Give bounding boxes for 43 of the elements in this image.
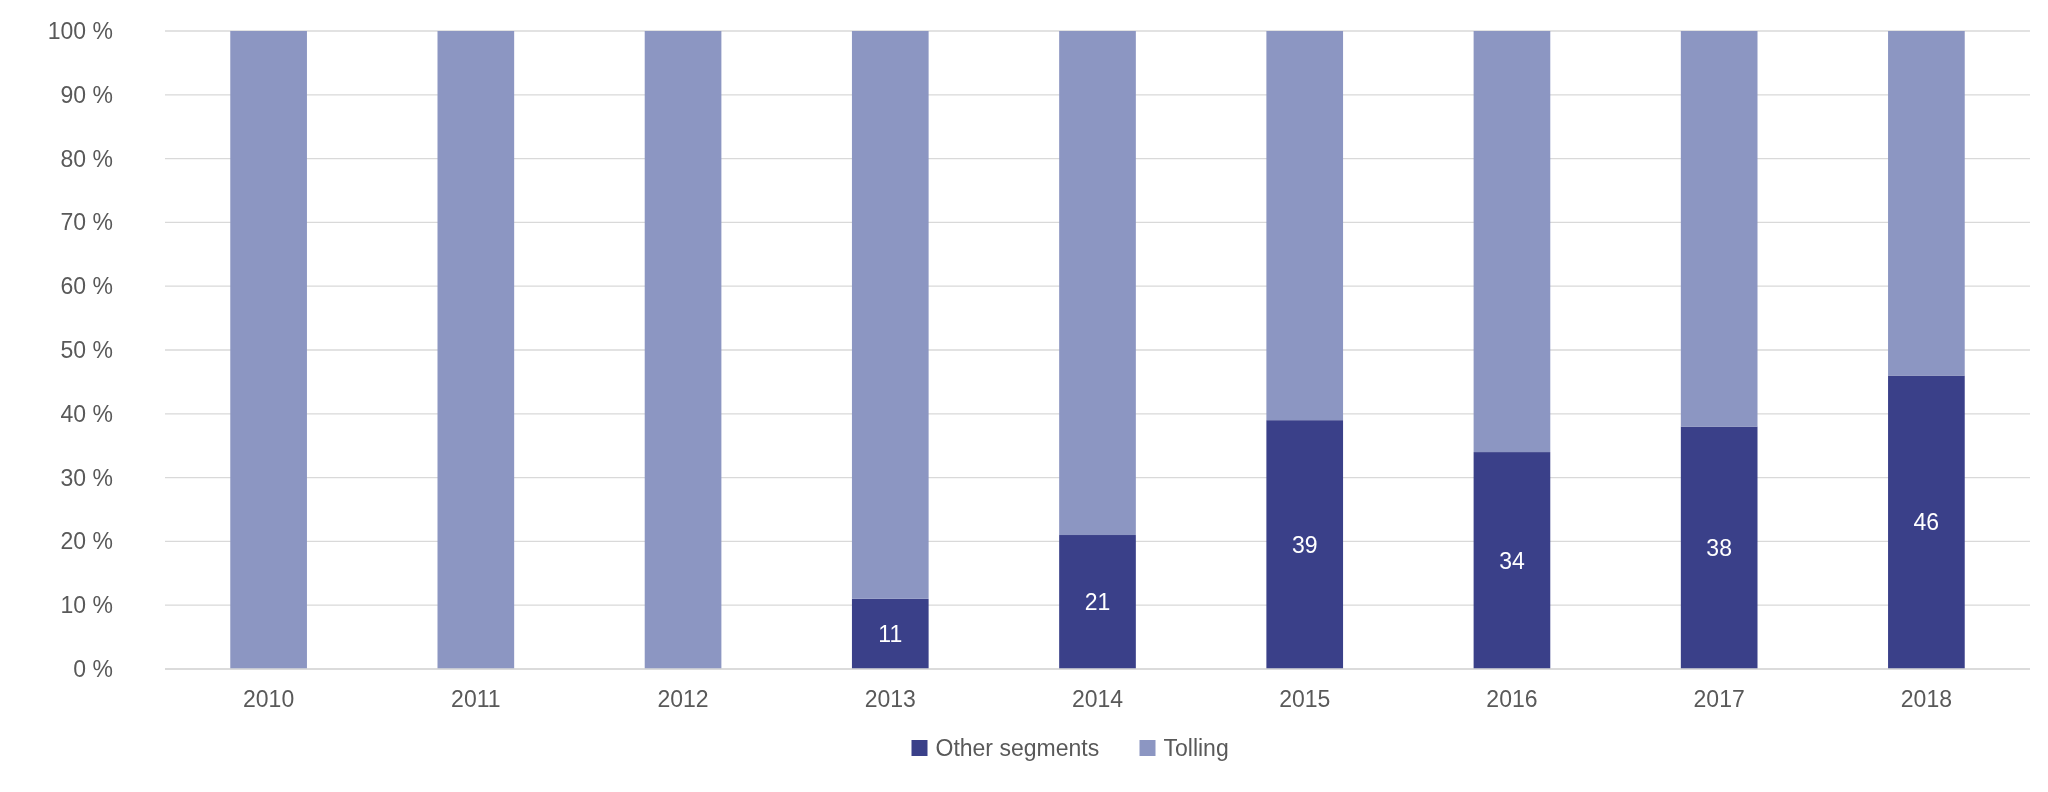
data-label: 38	[1706, 534, 1732, 561]
bar	[230, 31, 307, 669]
y-tick-label: 10 %	[60, 592, 113, 619]
y-tick-label: 70 %	[60, 209, 113, 236]
x-tick-label: 2014	[1071, 686, 1124, 712]
bar	[644, 31, 722, 669]
y-tick-label: 80 %	[60, 145, 113, 172]
x-tick-label: 2013	[864, 686, 916, 712]
data-label: 34	[1499, 547, 1525, 574]
data-label: 21	[1084, 589, 1111, 616]
x-tick-label: 2011	[451, 686, 501, 712]
y-tick-label: 50 %	[60, 337, 113, 364]
bar	[1680, 31, 1758, 427]
x-tick-label: 2018	[1900, 686, 1952, 712]
x-tick-label: 2017	[1693, 686, 1745, 712]
legend-label: Other segments	[935, 735, 1100, 761]
bar	[1059, 535, 1136, 669]
bar	[1266, 31, 1344, 421]
bar	[1266, 420, 1344, 669]
x-tick-label: 2012	[657, 686, 709, 712]
bar	[851, 31, 929, 599]
bar	[1473, 31, 1551, 453]
x-tick-label: 2016	[1486, 686, 1538, 712]
y-tick-label: 100 %	[47, 18, 113, 45]
data-label: 11	[878, 620, 903, 647]
data-label: 39	[1291, 531, 1318, 558]
y-tick-label: 20 %	[60, 528, 113, 555]
bar	[1888, 375, 1965, 669]
data-label: 46	[1913, 509, 1940, 536]
x-tick-label: 2015	[1279, 686, 1331, 712]
bar	[1059, 31, 1136, 536]
x-tick-label: 2010	[243, 686, 295, 712]
bar	[437, 31, 515, 669]
y-tick-label: 0 %	[73, 656, 113, 683]
y-tick-label: 90 %	[60, 81, 113, 108]
bar	[851, 598, 929, 669]
bar	[1473, 452, 1551, 669]
y-tick-label: 40 %	[60, 400, 113, 427]
legend-label: Tolling	[1163, 735, 1229, 761]
y-tick-label: 60 %	[60, 273, 113, 300]
bar	[1680, 426, 1758, 669]
bar	[1888, 31, 1965, 376]
y-tick-label: 30 %	[60, 464, 113, 491]
